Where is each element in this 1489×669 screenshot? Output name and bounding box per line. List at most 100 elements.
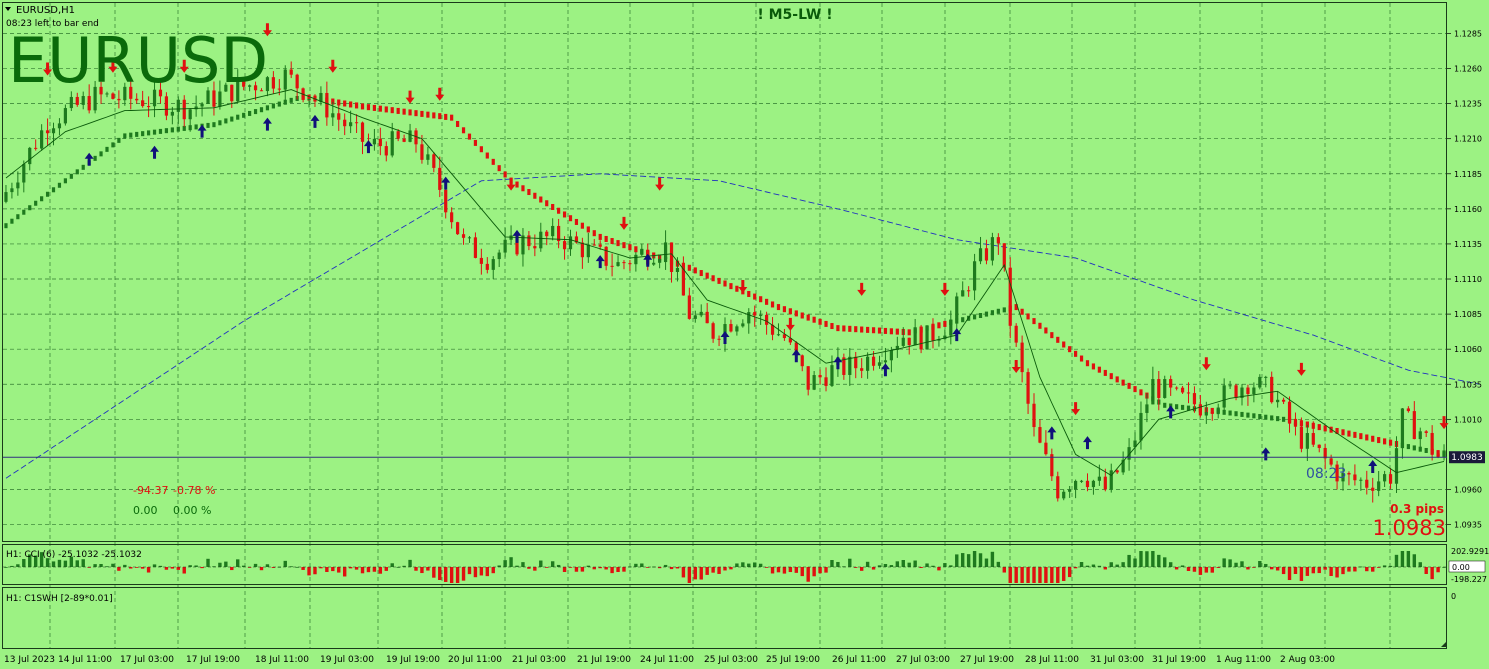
candle-body — [658, 258, 662, 263]
candle-body — [1169, 379, 1173, 388]
resistance-dot — [753, 293, 757, 300]
cci-bar — [307, 567, 311, 576]
buy-arrow-icon — [1082, 436, 1092, 450]
resistance-dot — [1388, 439, 1393, 446]
candle-body — [319, 92, 323, 101]
buy-arrow-icon — [720, 330, 730, 344]
support-dot — [1406, 444, 1410, 450]
cci-bar — [949, 565, 953, 567]
cci-bar — [978, 553, 983, 567]
cci-bar — [931, 565, 935, 567]
cci-bar — [836, 561, 840, 567]
sell-arrow-icon — [262, 23, 272, 37]
support-dot — [164, 128, 169, 134]
cci-bar — [123, 564, 127, 567]
resize-handle-icon[interactable] — [1441, 641, 1447, 647]
cci-bar — [135, 567, 139, 568]
cci-bar — [325, 567, 329, 572]
cci-bar — [1020, 567, 1024, 583]
buy-arrow-icon — [595, 255, 605, 269]
candle-body — [1424, 431, 1428, 433]
cci-bar — [984, 558, 989, 567]
cci-bar — [1347, 567, 1351, 572]
resistance-dot — [1014, 304, 1018, 311]
cci-bar — [1127, 554, 1131, 567]
candle-body — [283, 69, 287, 90]
candle-body — [1270, 376, 1274, 403]
cci-bar — [22, 559, 26, 567]
sell-arrow-icon — [1296, 362, 1306, 376]
candle-body — [687, 295, 691, 319]
sub2-tick-zero: 0 — [1451, 592, 1456, 601]
candle-body — [1163, 379, 1167, 398]
resistance-dot — [616, 240, 620, 247]
candle-body — [1400, 408, 1405, 449]
cci-bar — [1038, 567, 1042, 583]
candle-body — [206, 90, 210, 104]
support-dot — [961, 317, 965, 323]
candle-body — [503, 239, 507, 253]
candle-body — [111, 93, 115, 99]
candle-body — [343, 119, 347, 127]
cci-bar — [913, 560, 917, 567]
candle-body — [622, 262, 626, 264]
support-dot — [1270, 415, 1274, 421]
cci-bar — [164, 567, 169, 570]
resistance-dot — [349, 101, 353, 108]
cci-bar — [1097, 565, 1102, 567]
buy-arrow-icon — [310, 114, 320, 128]
candle-body — [432, 154, 436, 168]
cci-bar — [972, 551, 977, 567]
chevron-down-icon[interactable] — [5, 7, 11, 11]
candle-body — [1091, 480, 1096, 488]
cci-bar — [586, 565, 591, 567]
cci-tick-bottom: -198.227 — [1451, 575, 1487, 584]
cci-bar — [1014, 567, 1018, 583]
price-axis[interactable]: 1.1285 1.1260 1.1235 1.1210 1.1185 1.1160 1.11… — [1447, 29, 1482, 530]
cci-bar — [69, 556, 74, 567]
cci-bar — [657, 567, 662, 569]
cci-bar — [640, 563, 644, 567]
resistance-dot — [1091, 363, 1096, 370]
resistance-dot — [1085, 360, 1090, 367]
cci-bar — [1091, 564, 1096, 567]
candle-body — [598, 244, 602, 247]
support-dot — [1246, 412, 1250, 418]
candle-body — [473, 237, 478, 258]
candle-body — [1204, 412, 1208, 416]
candle-body — [955, 296, 959, 320]
cci-tick-zero: 0.00 — [1452, 563, 1470, 572]
resistance-dot — [473, 139, 478, 146]
candle-body — [919, 327, 923, 350]
candle-body — [634, 254, 638, 265]
cci-bar — [1008, 567, 1012, 583]
resistance-dot — [396, 107, 400, 114]
cci-bar — [1085, 565, 1090, 567]
cci-bar — [33, 555, 38, 567]
cci-bar — [1299, 567, 1304, 581]
support-dot — [212, 122, 216, 128]
resistance-dot — [1353, 431, 1357, 438]
cci-bar — [854, 567, 858, 568]
buy-arrow-icon — [441, 176, 451, 190]
candle-body — [860, 368, 864, 371]
cci-bar — [574, 567, 579, 572]
time-axis[interactable]: 13 Jul 2023 14 Jul 11:00 17 Jul 03:00 17 Ju… — [4, 655, 1335, 665]
candle-body — [1353, 474, 1357, 481]
cci-bar — [105, 566, 109, 568]
cci-bar — [1157, 554, 1161, 567]
candle-body — [610, 265, 614, 267]
resistance-dot — [444, 113, 448, 120]
cci-bar — [360, 567, 365, 574]
resistance-dot — [735, 285, 739, 292]
support-dot — [972, 314, 977, 320]
cci-bar — [271, 567, 276, 568]
support-dot — [51, 187, 56, 193]
fast-ma-line — [5, 89, 1445, 477]
candle-body — [705, 311, 709, 324]
resistance-dot — [1127, 382, 1131, 389]
resistance-dot — [800, 312, 804, 319]
candle-body — [1056, 476, 1060, 499]
buy-arrow-icon — [1261, 447, 1271, 461]
